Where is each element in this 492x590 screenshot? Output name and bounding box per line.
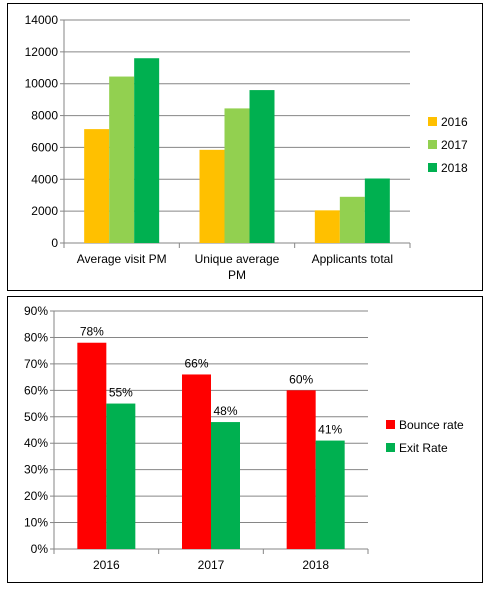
- data-label: 55%: [109, 386, 133, 400]
- legend-label: 2018: [441, 161, 468, 175]
- x-category-label: PM: [228, 268, 246, 282]
- legend-label: 2017: [441, 138, 468, 152]
- data-label: 60%: [289, 372, 313, 386]
- legend-swatch-2017: [428, 140, 437, 149]
- y-tick-label: 80%: [24, 330, 48, 344]
- y-tick-label: 8000: [31, 109, 58, 123]
- chart-panel-bottom: 0% 10% 20% 30% 40% 50% 60% 70% 80% 90% 78% 66% 60% 55…: [7, 296, 483, 583]
- y-tick-label: 0%: [31, 542, 49, 556]
- x-category-label: 2016: [93, 558, 120, 572]
- y-tick-label: 20%: [24, 489, 48, 503]
- x-category-label: 2018: [302, 558, 329, 572]
- bar-bounce-rate-2018: [286, 390, 316, 549]
- y-tick-label: 10%: [24, 516, 48, 530]
- bar-bounce-rate-2016: [77, 342, 107, 549]
- bar-2017-average-visit-pm: [109, 76, 135, 244]
- chart-panel-top: 0 2000 4000 6000 8000 10000 12000 14000 Average …: [7, 3, 483, 291]
- bar-2016-average-visit-pm: [84, 129, 110, 243]
- x-category-label: Applicants total: [312, 252, 393, 266]
- legend-label: 2016: [441, 115, 468, 129]
- data-label: 78%: [80, 325, 104, 339]
- legend-swatch-exit-rate: [386, 443, 395, 452]
- data-label: 48%: [213, 404, 237, 418]
- bar-2016-applicants-total: [314, 210, 340, 243]
- y-tick-label: 70%: [24, 357, 48, 371]
- bar-2018-average-visit-pm: [134, 58, 160, 243]
- visits-bar-chart: 0 2000 4000 6000 8000 10000 12000 14000 Average …: [25, 13, 468, 282]
- x-category-label: Average visit PM: [77, 252, 167, 266]
- bar-2017-applicants-total: [339, 196, 365, 243]
- bar-exit-rate-2016: [106, 403, 136, 549]
- y-tick-label: 4000: [31, 172, 58, 186]
- y-tick-label: 14000: [25, 13, 59, 27]
- rates-bar-chart: 0% 10% 20% 30% 40% 50% 60% 70% 80% 90% 78% 66% 60% 55…: [24, 304, 464, 572]
- bar-exit-rate-2018: [315, 440, 345, 549]
- bar-bounce-rate-2017: [182, 374, 211, 549]
- legend-swatch-2016: [428, 117, 437, 126]
- y-tick-label: 60%: [24, 383, 48, 397]
- legend-label: Exit Rate: [399, 441, 448, 455]
- y-tick-label: 12000: [25, 45, 59, 59]
- y-tick-label: 2000: [31, 204, 58, 218]
- x-category-label: Unique average: [195, 252, 280, 266]
- y-tick-label: 50%: [24, 410, 48, 424]
- y-tick-label: 10000: [25, 77, 59, 91]
- y-tick-label: 6000: [31, 140, 58, 154]
- legend-swatch-2018: [428, 163, 437, 172]
- y-tick-label: 0: [51, 236, 58, 250]
- bar-exit-rate-2017: [211, 422, 240, 549]
- y-tick-label: 40%: [24, 436, 48, 450]
- x-category-label: 2017: [198, 558, 225, 572]
- bar-2016-unique-average-pm: [199, 149, 225, 243]
- data-label: 41%: [318, 423, 342, 437]
- bar-2018-unique-average-pm: [249, 90, 275, 243]
- data-label: 66%: [184, 356, 208, 370]
- legend-label: Bounce rate: [399, 418, 464, 432]
- legend-swatch-bounce-rate: [386, 420, 395, 429]
- bar-2017-unique-average-pm: [224, 108, 250, 244]
- y-tick-label: 90%: [24, 304, 48, 318]
- bar-2018-applicants-total: [364, 178, 390, 243]
- y-tick-label: 30%: [24, 463, 48, 477]
